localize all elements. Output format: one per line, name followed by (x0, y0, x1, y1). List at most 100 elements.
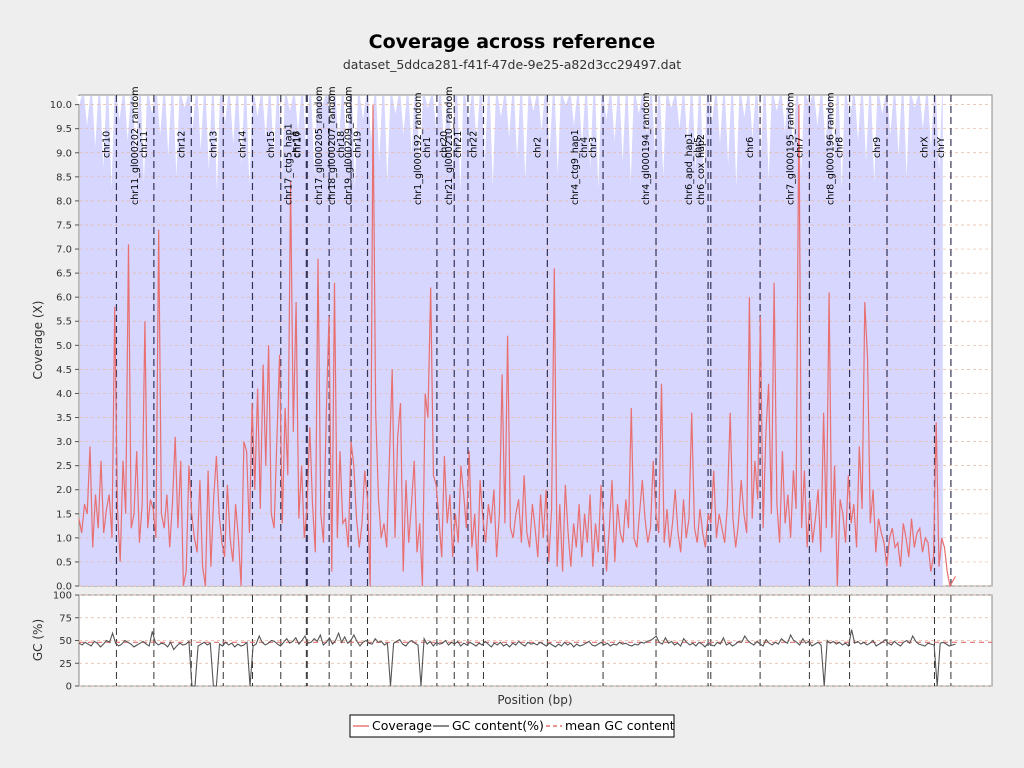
coverage-tick-label: 0.0 (56, 582, 72, 593)
uncovered-gap (838, 96, 845, 189)
coverage-tick-label: 5.0 (56, 341, 72, 352)
uncovered-gap (116, 96, 123, 120)
chromosome-label: chr7_gl000195_random (785, 93, 796, 205)
uncovered-gap (424, 96, 431, 108)
chromosome-label: chr18 (336, 131, 347, 158)
uncovered-gap (100, 96, 107, 168)
chart-title: Coverage across reference (369, 31, 656, 53)
chromosome-label: chr18_gl000207_random (327, 86, 338, 205)
uncovered-gap (676, 96, 683, 129)
chromosome-label: chr11_gl000202_random (130, 86, 141, 205)
uncovered-gap (692, 96, 699, 171)
chromosome-label: chr4_gl000194_random (641, 93, 652, 205)
chromosome-label: chrY (936, 137, 947, 158)
coverage-tick-label: 7.0 (56, 245, 72, 256)
legend-mean-gc-label: mean GC content (565, 718, 675, 733)
chromosome-label: chrX (919, 136, 930, 158)
gc-line (78, 629, 956, 687)
uncovered-gap (749, 96, 756, 138)
coverage-tick-label: 8.0 (56, 196, 72, 207)
chromosome-label: chr5 (693, 137, 704, 158)
chromosome-label: chr6_apd_hap1 (684, 133, 695, 206)
uncovered-gap (643, 96, 650, 135)
uncovered-gap (189, 96, 196, 129)
uncovered-gap (140, 96, 147, 183)
coverage-y-label: Coverage (X) (31, 301, 45, 380)
legend-coverage-label: Coverage (372, 718, 432, 733)
chromosome-label: chr19 (353, 131, 364, 158)
uncovered-gap (790, 96, 797, 153)
uncovered-gap (327, 96, 334, 126)
chromosome-label: chr1 (422, 137, 433, 158)
gc-tick-label: 50 (59, 636, 72, 647)
coverage-tick-label: 2.5 (56, 461, 72, 472)
chromosome-label: chr11 (139, 131, 150, 158)
coverage-tick-label: 9.5 (56, 124, 72, 135)
uncovered-gap (213, 96, 220, 192)
uncovered-gap (635, 96, 642, 114)
coverage-tick-label: 4.5 (56, 365, 72, 376)
uncovered-gap (887, 96, 894, 135)
uncovered-gap (725, 96, 732, 165)
uncovered-gap (92, 96, 99, 147)
uncovered-gap (173, 96, 180, 177)
coverage-tick-label: 8.5 (56, 172, 72, 183)
uncovered-gap (684, 96, 691, 150)
uncovered-gap (497, 96, 504, 117)
coverage-tick-label: 0.5 (56, 557, 72, 568)
coverage-series (78, 104, 957, 588)
uncovered-gap (627, 96, 634, 183)
uncovered-gap (700, 96, 707, 192)
uncovered-gap (205, 96, 212, 171)
uncovered-gap (895, 96, 902, 156)
uncovered-gap (481, 96, 488, 165)
gc-series (78, 629, 956, 687)
uncovered-gap (781, 96, 788, 132)
gc-tick-label: 75 (59, 613, 72, 624)
chromosome-label: chr9 (872, 137, 883, 158)
uncovered-gap (262, 96, 269, 138)
uncovered-gap (668, 96, 675, 108)
uncovered-gap (400, 96, 407, 135)
coverage-line (78, 104, 957, 588)
uncovered-gap (246, 96, 253, 186)
gc-gridlines (79, 594, 992, 687)
chromosome-label: chr2 (532, 137, 543, 158)
gc-y-label: GC (%) (31, 619, 45, 661)
uncovered-gap (879, 96, 886, 114)
chromosome-label: chr21_gl000210_random (444, 86, 455, 205)
x-axis-label: Position (bp) (497, 693, 572, 707)
uncovered-gap (595, 96, 602, 189)
uncovered-gap (798, 96, 805, 174)
coverage-tick-label: 3.0 (56, 437, 72, 448)
uncovered-gap (408, 96, 415, 156)
uncovered-gap (295, 96, 302, 132)
chromosome-label: chr8 (835, 137, 846, 158)
uncovered-gap (319, 96, 326, 105)
uncovered-gap (254, 96, 261, 117)
coverage-tick-label: 10.0 (50, 100, 72, 111)
uncovered-gap (936, 96, 943, 171)
uncovered-gap (919, 96, 926, 129)
chromosome-label: chr1_gl000192_random (413, 93, 424, 205)
uncovered-gap (449, 96, 456, 171)
uncovered-gap (165, 96, 172, 156)
coverage-tick-label: 6.0 (56, 293, 72, 304)
uncovered-gap (660, 96, 667, 177)
uncovered-gap (473, 96, 480, 144)
uncovered-gap (335, 96, 342, 147)
uncovered-gap (514, 96, 521, 159)
uncovered-gap (343, 96, 350, 168)
chromosome-label: chr6_cox_hap2 (696, 134, 707, 205)
coverage-tick-label: 7.5 (56, 220, 72, 231)
uncovered-gap (911, 96, 918, 108)
uncovered-gap (570, 96, 577, 126)
uncovered-gap (562, 96, 569, 105)
chromosome-label: chr17 (292, 131, 303, 158)
chart-subtitle: dataset_5ddca281-f41f-47de-9e25-a82d3cc2… (343, 57, 681, 72)
uncovered-gap (717, 96, 724, 144)
coverage-y-ticks: 0.0 0.5 1.0 1.5 2.0 2.5 3.0 3.5 4.0 4.5 5.0 5.5 6.0 6… (50, 100, 79, 593)
